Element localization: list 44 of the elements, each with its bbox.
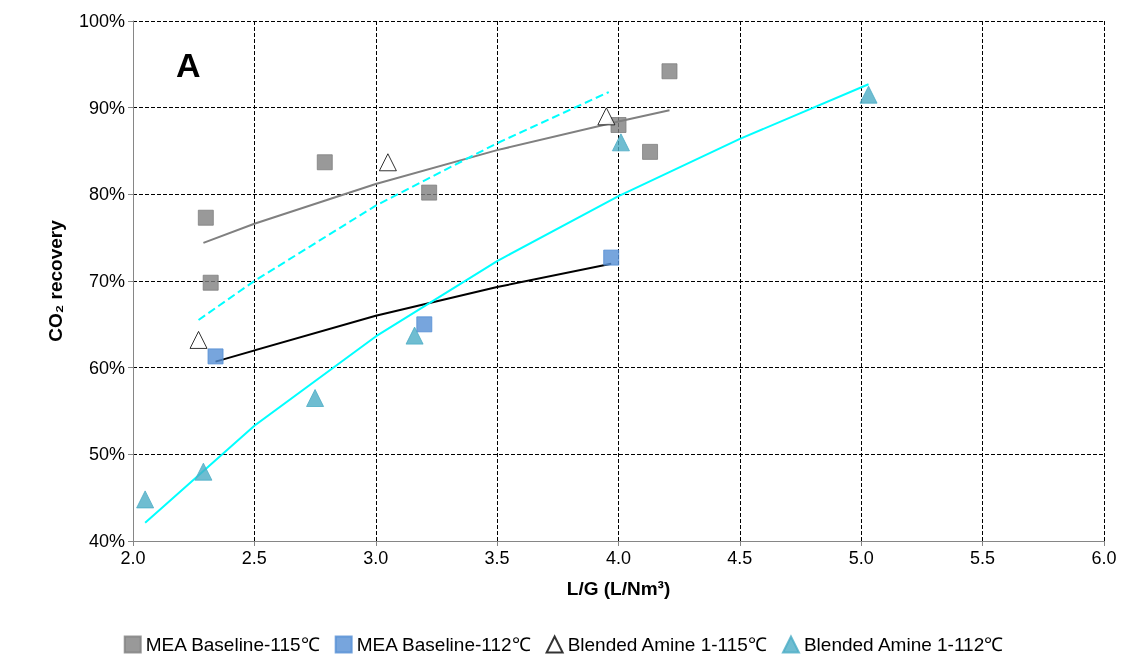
point: [603, 249, 620, 266]
y-tick-label: 70%: [88, 271, 125, 291]
point: [611, 133, 630, 152]
point: [597, 107, 616, 126]
annotation: A: [176, 46, 201, 84]
point: [202, 274, 219, 291]
x-axis-title: L/G (L/Nm³): [566, 578, 671, 599]
x-tick-label: 3.5: [484, 548, 510, 568]
x-tick-label: 4.0: [605, 548, 632, 568]
point: [859, 85, 878, 104]
point: [189, 330, 208, 349]
point: [136, 490, 155, 509]
y-tick-label: 100%: [78, 11, 125, 31]
x-tick-label: 4.5: [727, 548, 753, 568]
x-tick-label: 5.5: [970, 548, 996, 568]
point: [197, 209, 214, 226]
x-tick-label: 6.0: [1091, 548, 1117, 568]
legend-label: MEA Baseline-115℃: [145, 634, 320, 655]
legend-label: MEA Baseline-112℃: [356, 634, 531, 655]
point: [405, 326, 424, 345]
y-tick-label: 90%: [88, 97, 125, 118]
y-tick-label: 60%: [88, 357, 125, 378]
point: [421, 184, 438, 201]
line-series: [197, 91, 610, 321]
line-series: [202, 109, 671, 244]
point: [306, 389, 325, 407]
point: [610, 117, 627, 133]
point: [316, 154, 333, 171]
x-tick-label: 2.0: [120, 548, 146, 568]
legend-label: Blended Amine 1-112℃: [803, 634, 1004, 655]
point: [416, 316, 433, 333]
point: [642, 143, 659, 160]
y-tick-label: 80%: [88, 184, 125, 205]
point: [194, 462, 213, 481]
x-tick-label: 2.5: [241, 548, 267, 568]
legend-label: Blended Amine 1-115℃: [567, 634, 767, 655]
y-axis-title: CO₂ recovery: [45, 219, 66, 342]
x-tick-label: 3.0: [363, 548, 389, 568]
point: [207, 348, 224, 365]
point: [661, 63, 678, 80]
y-tick-label: 50%: [88, 444, 125, 465]
point: [378, 153, 397, 172]
x-tick-label: 5.0: [848, 548, 874, 568]
y-tick-label: 40%: [88, 531, 125, 551]
